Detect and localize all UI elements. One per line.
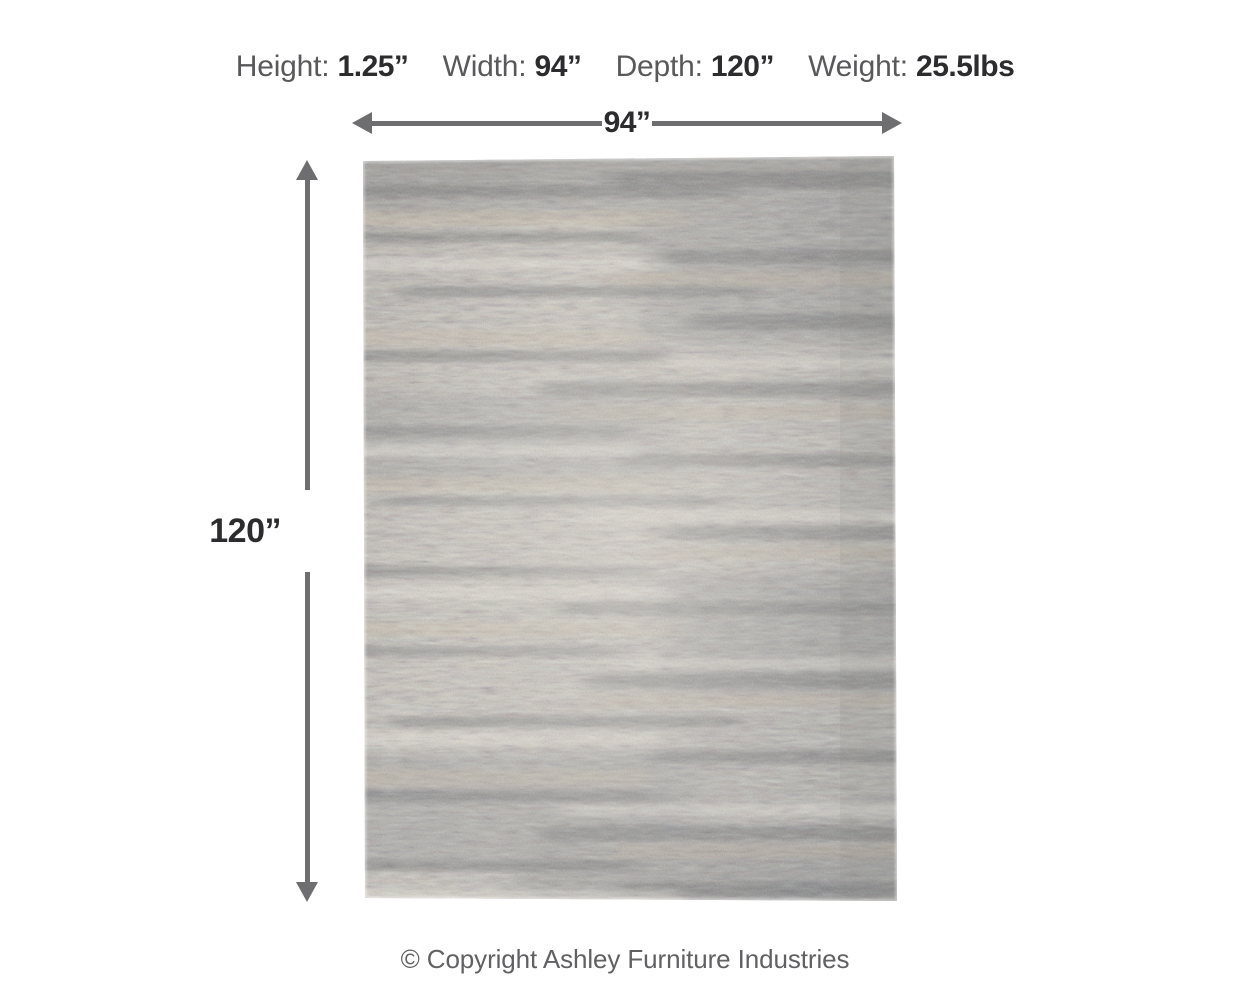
spec-item-weight: Weight: 25.5lbs (808, 47, 1015, 87)
arrow-down-icon (296, 882, 318, 902)
arrow-up-icon (296, 160, 318, 180)
spec-item-depth: Depth: 120” (615, 47, 775, 87)
arrow-right-icon (882, 112, 902, 134)
arrow-shaft-left (370, 121, 602, 126)
spec-label-depth: Depth: (615, 50, 703, 83)
arrow-shaft-right (652, 121, 884, 126)
rug-texture (361, 154, 899, 903)
spec-value-height: 1.25” (337, 50, 409, 83)
width-dimension-arrow: 94” (352, 106, 902, 142)
spec-label-weight: Weight: (808, 50, 908, 83)
height-measurement-label: 120” (209, 512, 281, 550)
arrow-shaft-bottom (304, 572, 310, 885)
copyright-text: © Copyright Ashley Furniture Industries (400, 944, 850, 974)
arrow-left-icon (352, 112, 372, 134)
product-image-rug (360, 154, 899, 906)
spec-line: Height: 1.25” Width: 94” Depth: 120” Wei… (0, 47, 1250, 87)
arrow-shaft-top (304, 177, 310, 490)
spec-item-height: Height: 1.25” (236, 47, 409, 87)
spec-label-width: Width: (442, 50, 527, 83)
height-dimension-arrow: 120” (209, 160, 323, 902)
spec-label-height: Height: (235, 50, 330, 83)
spec-item-width: Width: 94” (443, 47, 582, 87)
spec-value-width: 94” (534, 50, 582, 83)
width-measurement-label: 94” (603, 106, 651, 139)
spec-value-weight: 25.5lbs (916, 50, 1015, 83)
spec-value-depth: 120” (710, 50, 775, 83)
